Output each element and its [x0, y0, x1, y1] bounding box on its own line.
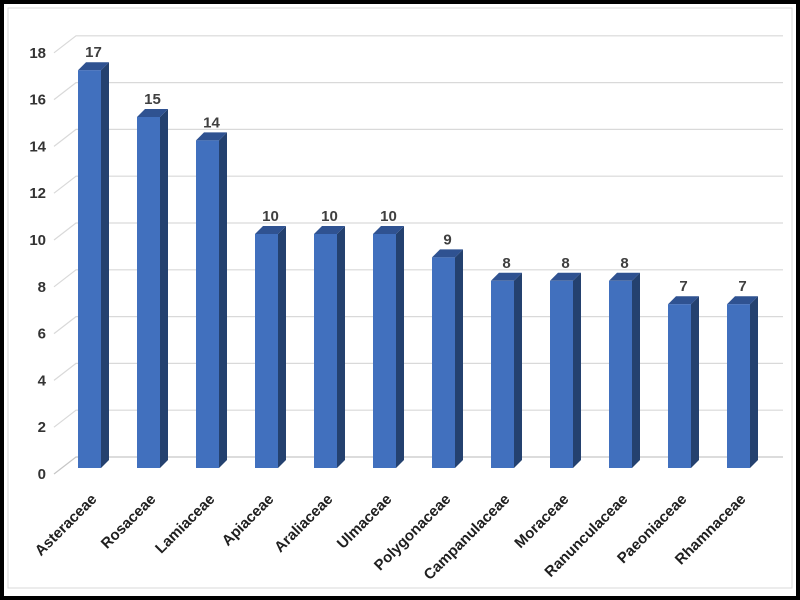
bar-top-face: [373, 226, 404, 234]
bar: [668, 304, 691, 468]
bar: [432, 257, 455, 468]
bar-value-label: 8: [620, 255, 628, 272]
bar: [609, 280, 632, 468]
y-tick-label: 4: [38, 372, 47, 389]
bar-value-label: 17: [85, 44, 102, 61]
bar: [491, 280, 514, 468]
bar: [373, 234, 396, 468]
gridline: [53, 316, 783, 335]
gridline: [53, 456, 783, 475]
gridline: [53, 35, 783, 54]
bar-side-face: [160, 109, 168, 468]
bar-top-face: [668, 296, 699, 305]
bar-side-face: [337, 226, 345, 468]
bar-top-face: [314, 226, 345, 234]
bar-side-face: [750, 296, 758, 468]
bar: [196, 140, 219, 468]
bar-top-face: [78, 62, 109, 71]
bar: [78, 70, 101, 468]
gridline: [53, 175, 783, 194]
bar-side-face: [632, 272, 640, 468]
y-tick-label: 8: [38, 279, 46, 296]
bar-top-face: [255, 226, 286, 234]
y-tick-label: 18: [29, 45, 46, 62]
y-tick-label: 16: [29, 92, 46, 109]
bar-top-face: [609, 272, 640, 281]
bar: [314, 234, 337, 468]
bar-value-label: 14: [203, 114, 220, 131]
bar-side-face: [691, 296, 699, 468]
y-tick-label: 0: [38, 466, 46, 483]
bar-top-face: [196, 132, 227, 141]
bar-value-label: 10: [262, 208, 279, 225]
bar: [550, 280, 573, 468]
bar-side-face: [278, 226, 286, 468]
gridline: [53, 409, 783, 428]
bar-value-label: 10: [321, 208, 338, 225]
bar-side-face: [396, 226, 404, 468]
bar: [137, 117, 160, 468]
bar-top-face: [432, 249, 463, 258]
bar-side-face: [455, 249, 463, 468]
gridline: [53, 222, 783, 241]
bar-side-face: [573, 272, 581, 468]
chart-frame-border: [7, 7, 793, 589]
y-tick-label: 10: [29, 232, 46, 249]
gridline: [53, 362, 783, 381]
bar: [255, 234, 278, 468]
gridline: [53, 128, 783, 147]
bar-value-label: 8: [502, 255, 510, 272]
bar-value-label: 10: [380, 208, 397, 225]
bar-top-face: [550, 272, 581, 281]
y-tick-label: 2: [38, 419, 46, 436]
bar-value-label: 15: [144, 91, 161, 108]
bar-top-face: [727, 296, 758, 305]
gridline: [53, 269, 783, 288]
bar-value-label: 7: [738, 278, 746, 295]
y-tick-label: 6: [38, 326, 46, 343]
bar-value-label: 8: [561, 255, 569, 272]
y-tick-label: 14: [29, 138, 46, 155]
bar-top-face: [137, 109, 168, 117]
bar: [727, 304, 750, 468]
gridline: [53, 82, 783, 101]
bar-top-face: [491, 272, 522, 281]
bar-side-face: [219, 132, 227, 468]
bar-side-face: [101, 62, 109, 468]
bar-value-label: 9: [443, 231, 451, 248]
bar-value-label: 7: [679, 278, 687, 295]
y-tick-label: 12: [29, 185, 46, 202]
bar-side-face: [514, 272, 522, 468]
